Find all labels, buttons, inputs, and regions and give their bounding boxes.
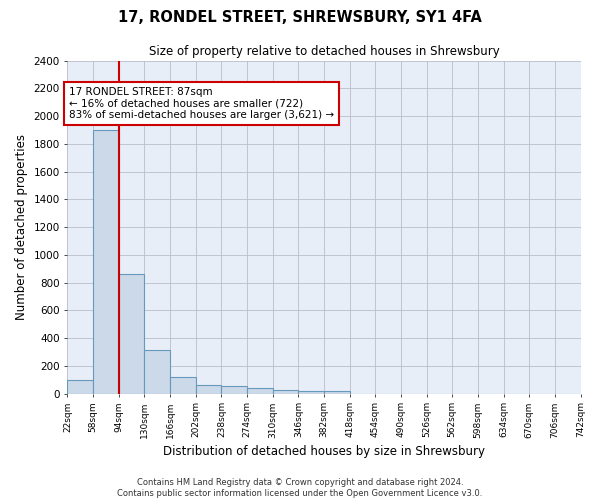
Bar <box>145 350 170 394</box>
Y-axis label: Number of detached properties: Number of detached properties <box>15 134 28 320</box>
Bar <box>298 391 324 394</box>
Title: Size of property relative to detached houses in Shrewsbury: Size of property relative to detached ho… <box>149 45 499 58</box>
Bar <box>67 380 93 394</box>
X-axis label: Distribution of detached houses by size in Shrewsbury: Distribution of detached houses by size … <box>163 444 485 458</box>
Bar <box>196 385 221 394</box>
Bar <box>272 390 298 394</box>
Text: 17 RONDEL STREET: 87sqm
← 16% of detached houses are smaller (722)
83% of semi-d: 17 RONDEL STREET: 87sqm ← 16% of detache… <box>69 87 334 120</box>
Text: 17, RONDEL STREET, SHREWSBURY, SY1 4FA: 17, RONDEL STREET, SHREWSBURY, SY1 4FA <box>118 10 482 25</box>
Bar <box>324 392 350 394</box>
Text: Contains HM Land Registry data © Crown copyright and database right 2024.
Contai: Contains HM Land Registry data © Crown c… <box>118 478 482 498</box>
Bar <box>247 388 272 394</box>
Bar <box>93 130 119 394</box>
Bar <box>221 386 247 394</box>
Bar <box>119 274 145 394</box>
Bar <box>170 377 196 394</box>
